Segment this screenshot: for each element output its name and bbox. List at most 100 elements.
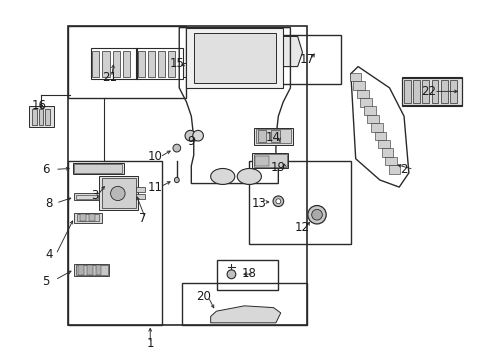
Bar (401, 77, 461, 105)
Bar (353, 81, 364, 90)
Bar (252, 153, 287, 168)
Bar (73, 163, 123, 174)
Bar (74, 213, 102, 222)
Bar (122, 51, 130, 77)
Bar (45, 109, 50, 125)
Text: 22: 22 (420, 85, 435, 98)
Text: 18: 18 (242, 267, 256, 280)
Bar (68, 161, 162, 325)
Bar (68, 26, 307, 325)
Bar (29, 105, 53, 127)
Bar (112, 51, 120, 77)
Bar (183, 63, 196, 77)
Text: 7: 7 (139, 212, 146, 225)
Ellipse shape (110, 186, 125, 201)
Text: 3: 3 (91, 189, 98, 202)
Bar (102, 178, 136, 208)
Text: 6: 6 (42, 163, 50, 176)
Text: 1: 1 (146, 337, 154, 350)
Bar (80, 215, 86, 221)
Bar (77, 214, 99, 221)
Text: 14: 14 (265, 131, 281, 144)
Bar (377, 140, 389, 148)
Bar (370, 123, 382, 132)
Ellipse shape (275, 199, 280, 204)
Text: 8: 8 (45, 197, 52, 210)
Text: 21: 21 (102, 71, 117, 84)
Text: 17: 17 (299, 53, 314, 66)
Bar (87, 265, 93, 275)
Bar (76, 265, 107, 275)
Bar (253, 154, 286, 167)
Bar (384, 157, 396, 165)
Bar (255, 156, 268, 166)
Bar (136, 187, 145, 192)
Bar (99, 176, 138, 210)
Bar (431, 80, 437, 103)
Text: 19: 19 (270, 161, 285, 174)
Bar (254, 127, 292, 145)
Bar (193, 33, 275, 82)
Text: 13: 13 (251, 197, 266, 210)
Ellipse shape (174, 177, 179, 183)
Polygon shape (267, 36, 302, 67)
Bar (92, 51, 99, 77)
Bar (138, 51, 144, 77)
Bar (68, 26, 186, 99)
Bar (39, 109, 43, 125)
Bar (403, 80, 410, 103)
Text: 10: 10 (147, 150, 162, 163)
Ellipse shape (173, 144, 180, 152)
Ellipse shape (237, 168, 261, 184)
Bar (89, 215, 95, 221)
Bar (449, 80, 456, 103)
Bar (95, 265, 101, 275)
Bar (412, 80, 419, 103)
Polygon shape (210, 306, 280, 323)
Bar (374, 132, 386, 140)
Bar (440, 80, 447, 103)
Bar (363, 107, 375, 115)
Text: 11: 11 (147, 181, 162, 194)
Bar (366, 115, 378, 123)
Bar (91, 48, 137, 79)
Text: 2: 2 (400, 163, 407, 176)
Ellipse shape (210, 168, 234, 184)
Ellipse shape (272, 196, 283, 207)
Bar (32, 109, 37, 125)
Text: 12: 12 (294, 221, 309, 234)
Bar (249, 161, 350, 244)
Bar (401, 77, 461, 105)
Bar (181, 283, 307, 325)
Bar (257, 130, 265, 142)
Bar (74, 164, 122, 173)
Bar (270, 130, 279, 142)
Text: 9: 9 (187, 135, 195, 148)
Bar (74, 193, 99, 200)
Bar (356, 90, 368, 98)
Bar (349, 73, 361, 81)
Bar (388, 165, 399, 174)
Bar (158, 51, 165, 77)
Bar (255, 129, 291, 143)
Bar (78, 265, 84, 275)
Bar (76, 195, 97, 199)
Text: 15: 15 (169, 57, 184, 69)
Ellipse shape (192, 130, 203, 141)
Ellipse shape (307, 206, 325, 224)
Bar (265, 35, 341, 84)
Bar (136, 194, 145, 199)
Text: 16: 16 (31, 99, 46, 112)
Ellipse shape (311, 210, 322, 220)
Bar (185, 65, 193, 76)
Text: 4: 4 (45, 248, 52, 261)
Bar (217, 260, 278, 290)
Bar (186, 28, 283, 88)
Bar (74, 264, 109, 276)
Ellipse shape (184, 130, 195, 141)
Text: 5: 5 (42, 275, 50, 288)
Ellipse shape (226, 270, 235, 279)
Bar (147, 51, 155, 77)
Bar (168, 51, 175, 77)
Bar (102, 51, 109, 77)
